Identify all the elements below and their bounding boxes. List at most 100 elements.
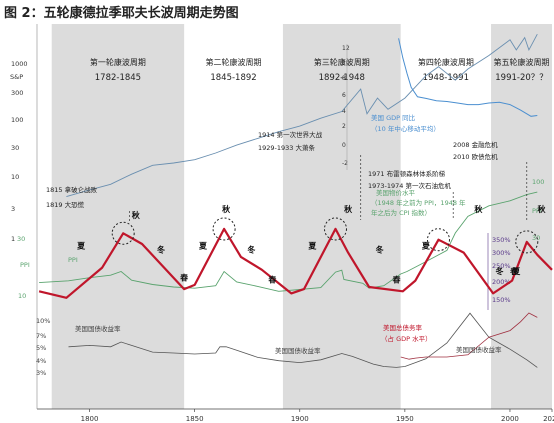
sp-tick-10: 10 [11,173,19,181]
gdp-tick-7: 0 [342,142,346,149]
peak-circle-3 [323,217,347,241]
series-label-2: （10 年中心移动平均） [371,124,440,133]
sp-tick-1: 1 [11,235,15,243]
gdp-tick-8: -2 [342,160,348,167]
season-label-9: 夏 [307,241,317,250]
ppi-axis-label-left: PPI [20,261,30,269]
wave-header-name-2: 第二轮康波周期 [206,57,262,67]
season-label-12: 春 [392,275,400,285]
debt-tick-5: 150% [492,296,511,304]
series-label-7: （占 GDP 水平） [381,334,432,343]
x-tick-1950: 1950 [396,415,414,423]
series-label-4: （1948 年之前为 PPI，1948 年 [371,198,466,207]
wave-header-name-4: 第四轮康波周期 [418,57,474,67]
season-label-5: 夏 [198,241,208,250]
wave-band-3 [282,24,401,409]
wave-header-name-1: 第一轮康波周期 [90,57,146,67]
peak-circle-1 [111,221,135,245]
ppi-tick-left-10: 10 [18,292,26,300]
annotation-1: 1815 拿破仑战败 [46,185,98,194]
season-label-13: 夏 [421,241,431,250]
ppi-tick-right-30: 30 [532,234,540,242]
chart-title: 图 2：五轮康德拉季耶夫长波周期走势图 [4,6,239,21]
series-gdp [398,38,538,117]
peak-circle-2 [212,217,236,241]
season-label-3: 冬 [157,245,165,255]
peak-circle-4 [426,228,450,252]
season-label-1: 夏 [76,241,86,250]
ppi-axis-label-right: PPI [532,207,542,215]
season-label-10: 秋 [343,204,353,214]
annotation-4: 1929-1933 大萧条 [258,143,315,152]
wave-band-5 [491,24,552,409]
season-label-2: 秋 [131,210,141,220]
ppi-tick-right-100: 100 [532,178,544,186]
annotation-2: 1819 大恐慌 [46,200,85,209]
debt-tick-4: 200% [492,278,511,286]
debt-tick-2: 300% [492,249,511,257]
x-tick-2000: 2000 [501,415,519,423]
ppi-inline-label: PPI [68,256,78,264]
season-label-18: 秋 [536,204,546,214]
season-label-4: 春 [180,273,188,283]
wave-header-years-5: 1991-20？？ [495,73,548,83]
series-yield [68,312,538,368]
yield-tick-2: 7% [36,332,46,340]
season-label-7: 冬 [247,245,255,255]
season-label-16: 春 [510,266,518,276]
yield-tick-1: 10% [36,317,50,325]
x-tick-2020: 2020 [543,415,554,423]
season-label-6: 秋 [221,204,231,214]
gdp-tick-2: 10 [342,60,350,67]
wave-header-years-4: 1948-1991 [423,73,469,83]
season-label-11: 冬 [376,245,384,255]
x-tick-1800: 1800 [81,415,99,423]
season-label-14: 秋 [473,204,483,214]
gdp-tick-5: 4 [342,108,346,115]
sp-tick-30: 30 [11,144,19,152]
annotation-6: 1973-1974 第一次石油危机 [368,181,451,190]
wave-header-years-3: 1892-1948 [319,73,365,83]
debt-tick-1: 350% [492,236,511,244]
series-ppi [39,191,538,292]
gdp-tick-1: 12 [342,45,350,52]
series-kondratiev-cycle [38,227,553,299]
series-debt [400,312,538,360]
sp-tick-1000: 1000 [11,60,28,68]
sp-tick-300: 300 [11,89,23,97]
yield-tick-3: 5% [36,344,46,352]
gdp-tick-3: 8 [342,75,346,82]
season-label-15: 冬 [495,266,503,276]
ppi-tick-left-30: 30 [17,235,25,243]
wave-header-years-2: 1845-1892 [210,73,256,83]
wave-header-name-3: 第三轮康波周期 [314,57,370,67]
annotation-8: 2010 欧债危机 [453,152,498,161]
season-label-8: 春 [268,275,276,285]
series-label-5: 年之后为 CPI 指数） [371,208,431,217]
sp-axis-label: S&P [10,73,23,81]
yield-tick-4: 4% [36,357,46,365]
series-label-yield-right: 美国国债收益率 [456,345,502,354]
series-label-6: 美国总债务率 [383,323,423,332]
season-label-17: 夏 [511,267,521,276]
wave-header-years-1: 1782-1845 [95,73,141,83]
annotation-3: 1914 第一次世界大战 [258,130,323,139]
series-label-8: 美国国债收益率 [75,324,121,333]
peak-circle-5 [515,230,539,254]
gdp-tick-6: 2 [342,123,346,130]
wave-header-name-5: 第五轮康波周期 [494,57,550,67]
series-label-9: 美国国债收益率 [275,346,321,355]
sp-tick-100: 100 [11,116,23,124]
sp-tick-3: 3 [11,205,15,213]
x-tick-1850: 1850 [186,415,204,423]
x-tick-1900: 1900 [291,415,309,423]
annotation-7: 2008 金融危机 [453,140,498,149]
series-label-3: 美国物价水平 [376,188,416,197]
annotation-5: 1971 布雷顿森林体系阶梯 [368,169,446,178]
debt-tick-3: 250% [492,262,511,270]
gdp-tick-4: 6 [342,92,346,99]
series-sp500 [66,33,538,198]
wave-band-1 [51,24,185,409]
